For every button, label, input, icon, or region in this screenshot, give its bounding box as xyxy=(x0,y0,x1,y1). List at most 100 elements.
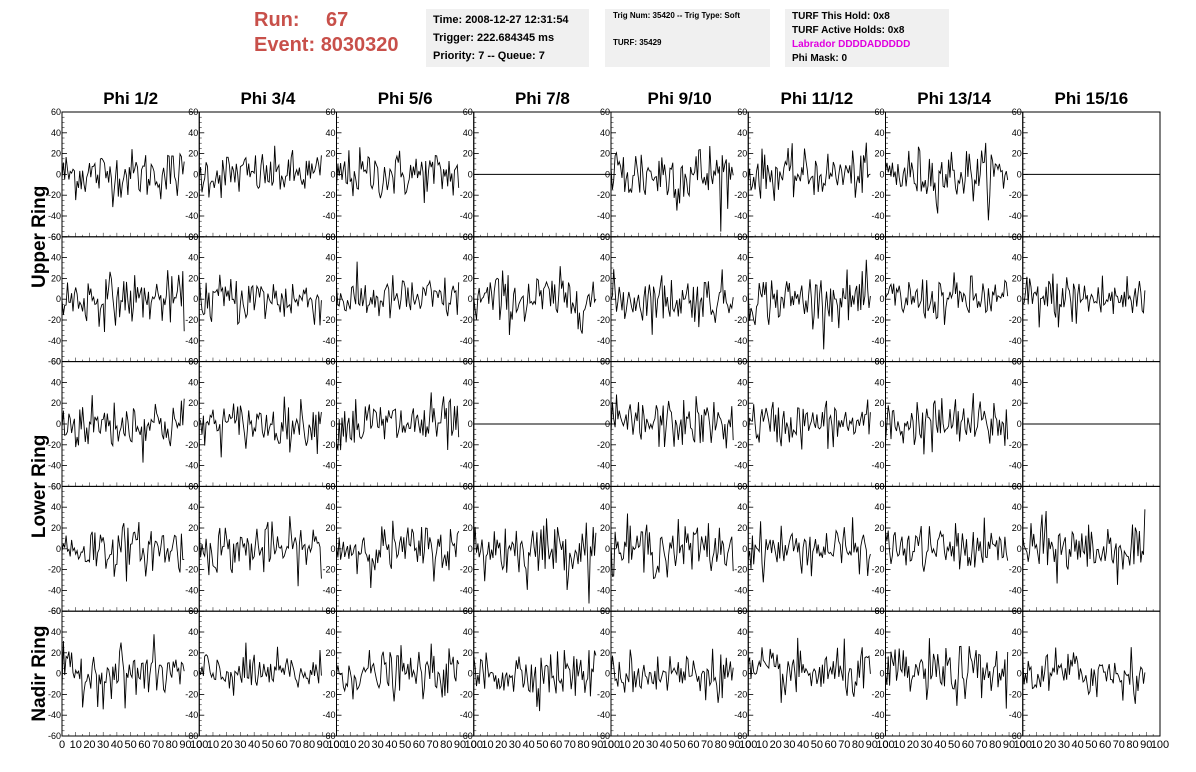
xtick-label: 90 xyxy=(179,739,191,751)
row-header-3: Nadir Ring xyxy=(29,626,50,722)
ytick-label: 20 xyxy=(600,149,610,159)
xtick-label: 0 xyxy=(196,739,202,751)
trace-r4-c1 xyxy=(61,521,185,582)
xtick-label: 0 xyxy=(59,739,65,751)
xtick-label: 10 xyxy=(70,739,82,751)
ytick-label: -20 xyxy=(1009,190,1022,200)
ytick-label: 60 xyxy=(874,606,884,616)
ytick-label: 60 xyxy=(51,107,61,117)
ytick-label: 20 xyxy=(737,523,747,533)
priority-line: Priority: 7 -- Queue: 7 xyxy=(433,50,545,62)
xtick-label: 70 xyxy=(289,739,301,751)
xtick-label: 10 xyxy=(1030,739,1042,751)
xtick-label: 80 xyxy=(989,739,1001,751)
trig-line: Trig Num: 35420 -- Trig Type: Soft xyxy=(613,11,740,20)
ytick-label: -20 xyxy=(734,315,747,325)
ytick-label: 0 xyxy=(468,669,473,679)
ytick-label: 60 xyxy=(325,481,335,491)
phi-mask-line: Phi Mask: 0 xyxy=(792,53,848,64)
trace-r4-c6 xyxy=(747,517,871,583)
ytick-label: 0 xyxy=(1017,669,1022,679)
ytick-label: -20 xyxy=(460,689,473,699)
xtick-label: 10 xyxy=(207,739,219,751)
ytick-label: 40 xyxy=(737,627,747,637)
column-header-2: Phi 3/4 xyxy=(240,89,295,108)
ytick-label: 20 xyxy=(737,149,747,159)
ytick-label: -40 xyxy=(185,336,198,346)
column-header-4: Phi 7/8 xyxy=(515,89,570,108)
time-info-box: Time: 2008-12-27 12:31:54 Trigger: 222.6… xyxy=(426,9,589,67)
ytick-label: 40 xyxy=(1012,627,1022,637)
ytick-label: -20 xyxy=(597,315,610,325)
trace-r5-c2 xyxy=(198,642,322,696)
ytick-label: 0 xyxy=(468,294,473,304)
xtick-label: 30 xyxy=(372,739,384,751)
ytick-label: 60 xyxy=(737,481,747,491)
xtick-label: 40 xyxy=(1072,739,1084,751)
ytick-label: 60 xyxy=(188,357,198,367)
ytick-label: 0 xyxy=(468,419,473,429)
ytick-label: 60 xyxy=(1012,357,1022,367)
trace-r5-c6 xyxy=(747,637,871,703)
ytick-label: 0 xyxy=(605,294,610,304)
ytick-label: -60 xyxy=(322,731,335,741)
panel-frame-r5-c7 xyxy=(885,610,1024,737)
ytick-label: 60 xyxy=(325,107,335,117)
ytick-label: -20 xyxy=(322,565,335,575)
ytick-label: 20 xyxy=(737,273,747,283)
ytick-label: 60 xyxy=(1012,606,1022,616)
trace-r1-c6 xyxy=(747,142,871,201)
ytick-label: -40 xyxy=(871,211,884,221)
ytick-label: 20 xyxy=(463,149,473,159)
xtick-label: 70 xyxy=(975,739,987,751)
ytick-label: 40 xyxy=(874,502,884,512)
ytick-label: 40 xyxy=(463,627,473,637)
ytick-label: 40 xyxy=(874,377,884,387)
ytick-label: -20 xyxy=(322,440,335,450)
ytick-label: 0 xyxy=(879,169,884,179)
ytick-label: -40 xyxy=(48,336,61,346)
time-line: Time: 2008-12-27 12:31:54 xyxy=(433,14,569,26)
ytick-label: 40 xyxy=(737,377,747,387)
ytick-label: 60 xyxy=(874,232,884,242)
xtick-label: 90 xyxy=(454,739,466,751)
xtick-label: 80 xyxy=(577,739,589,751)
ytick-label: 0 xyxy=(742,669,747,679)
ytick-label: -40 xyxy=(460,585,473,595)
xtick-label: 40 xyxy=(660,739,672,751)
ytick-label: -20 xyxy=(460,440,473,450)
trace-r4-c8 xyxy=(1022,509,1146,585)
ytick-label: 0 xyxy=(879,419,884,429)
ytick-label: 0 xyxy=(330,294,335,304)
xtick-label: 100 xyxy=(465,739,483,751)
ytick-label: -20 xyxy=(322,190,335,200)
xtick-label: 20 xyxy=(1044,739,1056,751)
xtick-label: 100 xyxy=(1014,739,1032,751)
ytick-label: 0 xyxy=(330,544,335,554)
ytick-label: -40 xyxy=(185,211,198,221)
ytick-label: 0 xyxy=(468,544,473,554)
xtick-label: 10 xyxy=(756,739,768,751)
ytick-label: 0 xyxy=(605,544,610,554)
turf-info-box: TURF This Hold: 0x8 TURF Active Holds: 0… xyxy=(785,9,949,67)
ytick-label: -40 xyxy=(322,211,335,221)
ytick-label: 0 xyxy=(193,169,198,179)
ytick-label: -20 xyxy=(734,565,747,575)
xtick-label: 0 xyxy=(608,739,614,751)
ytick-label: -40 xyxy=(871,336,884,346)
ytick-label: 60 xyxy=(737,232,747,242)
xtick-label: 50 xyxy=(811,739,823,751)
column-header-3: Phi 5/6 xyxy=(378,89,433,108)
ytick-label: -20 xyxy=(597,190,610,200)
ytick-label: -20 xyxy=(1009,315,1022,325)
ytick-label: 20 xyxy=(325,273,335,283)
ytick-label: 20 xyxy=(51,273,61,283)
ytick-label: 40 xyxy=(325,377,335,387)
ytick-label: 20 xyxy=(874,149,884,159)
ytick-label: 20 xyxy=(737,648,747,658)
ytick-label: 0 xyxy=(56,419,61,429)
ytick-label: 40 xyxy=(188,128,198,138)
ytick-label: -20 xyxy=(48,565,61,575)
xtick-label: 100 xyxy=(739,739,757,751)
xtick-label: 60 xyxy=(413,739,425,751)
